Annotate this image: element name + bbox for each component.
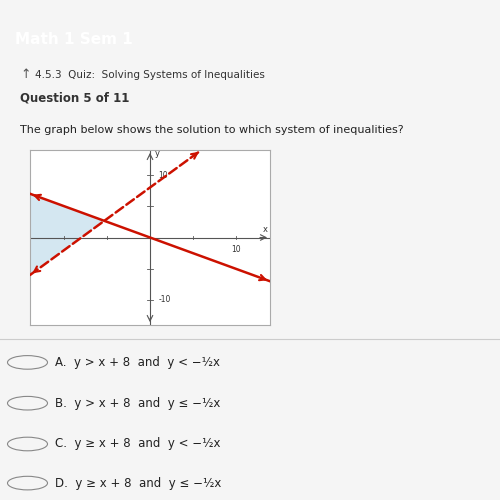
Text: -10: -10 <box>158 296 171 304</box>
Text: The graph below shows the solution to which system of inequalities?: The graph below shows the solution to wh… <box>20 125 404 135</box>
Text: 10: 10 <box>158 170 168 179</box>
Text: Question 5 of 11: Question 5 of 11 <box>20 92 130 104</box>
Text: 4.5.3  Quiz:  Solving Systems of Inequalities: 4.5.3 Quiz: Solving Systems of Inequalit… <box>35 70 265 80</box>
Text: D.  y ≥ x + 8  and  y ≤ −½x: D. y ≥ x + 8 and y ≤ −½x <box>55 476 222 490</box>
Text: ↑: ↑ <box>20 68 30 82</box>
Text: Math 1 Sem 1: Math 1 Sem 1 <box>15 32 133 48</box>
Text: x: x <box>263 226 268 234</box>
Polygon shape <box>30 194 104 275</box>
Text: B.  y > x + 8  and  y ≤ −½x: B. y > x + 8 and y ≤ −½x <box>55 396 220 409</box>
Text: A.  y > x + 8  and  y < −½x: A. y > x + 8 and y < −½x <box>55 356 220 369</box>
Text: 10: 10 <box>231 245 240 254</box>
Text: C.  y ≥ x + 8  and  y < −½x: C. y ≥ x + 8 and y < −½x <box>55 438 220 450</box>
Text: y: y <box>154 148 160 158</box>
